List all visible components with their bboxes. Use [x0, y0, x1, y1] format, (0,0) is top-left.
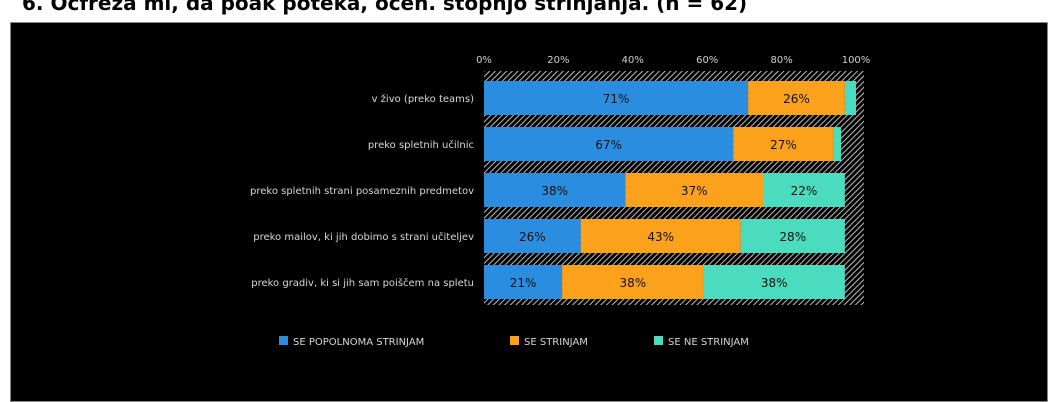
- legend-label: SE STRINJAM: [524, 337, 588, 348]
- data-label: 43%: [647, 230, 674, 244]
- category-label: preko mailov, ki jih dobimo s strani uči…: [253, 231, 474, 243]
- category-label: v živo (preko teams): [372, 93, 475, 105]
- page-heading: 6. Ocfreza mi, da poak poteka, ocen. sto…: [22, 0, 748, 15]
- data-label: 38%: [541, 184, 568, 198]
- tick-label: 40%: [622, 55, 644, 66]
- bar-segment: [484, 219, 581, 253]
- legend-label: SE NE STRINJAM: [668, 337, 749, 348]
- tick-label: 80%: [770, 55, 792, 66]
- data-label: 71%: [603, 92, 630, 106]
- chart-frame: 0% 20% 40% 60% 80% 100% v živo (preko teams) p…: [10, 22, 1048, 402]
- data-label: 37%: [681, 184, 708, 198]
- legend: SE POPOLNOMA STRINJAM SE STRINJAM SE NE ST…: [279, 336, 749, 348]
- tick-label: 20%: [547, 55, 569, 66]
- category-labels: v živo (preko teams) preko spletnih učiln…: [250, 93, 474, 289]
- data-label: 26%: [519, 230, 546, 244]
- category-label: preko spletnih strani posameznih predmet…: [250, 186, 474, 197]
- bar-segment: [484, 173, 626, 207]
- axis-ticks: 0% 20% 40% 60% 80% 100%: [476, 55, 870, 66]
- bar-segment: [484, 81, 749, 115]
- data-label: 38%: [619, 276, 646, 290]
- bar-segment: [733, 127, 834, 161]
- data-label: 27%: [770, 138, 797, 152]
- bar-segment: [625, 173, 763, 207]
- bar-segment: [562, 265, 704, 299]
- data-label: 26%: [783, 92, 810, 106]
- data-label: 67%: [595, 138, 622, 152]
- bar-segment: [740, 219, 845, 253]
- bar-segment: [580, 219, 741, 253]
- data-label: 21%: [510, 276, 537, 290]
- legend-label: SE POPOLNOMA STRINJAM: [293, 337, 424, 348]
- tick-label: 60%: [696, 55, 718, 66]
- bar-segment: [484, 127, 734, 161]
- bar-segment: [484, 265, 563, 299]
- bar-segment: [833, 127, 842, 161]
- legend-swatch: [654, 336, 663, 345]
- data-label: 28%: [779, 230, 806, 244]
- bars: 71% 26% 67% 27% 38% 37% 22% 26% 43% 28% 21% 38% 38%: [484, 81, 856, 299]
- bar-segment: [703, 265, 845, 299]
- category-label: preko spletnih učilnic: [368, 139, 474, 151]
- legend-swatch: [279, 336, 288, 345]
- data-label: 22%: [791, 184, 818, 198]
- category-label: preko gradiv, ki si jih sam poiščem na s…: [251, 277, 474, 289]
- tick-label: 0%: [476, 55, 492, 66]
- bar-segment: [844, 81, 856, 115]
- stacked-bar-chart: 0% 20% 40% 60% 80% 100% v živo (preko teams) p…: [250, 55, 870, 348]
- legend-swatch: [510, 336, 519, 345]
- bar-segment: [748, 81, 845, 115]
- tick-label: 100%: [842, 55, 871, 66]
- bar-segment: [763, 173, 845, 207]
- data-label: 38%: [761, 276, 788, 290]
